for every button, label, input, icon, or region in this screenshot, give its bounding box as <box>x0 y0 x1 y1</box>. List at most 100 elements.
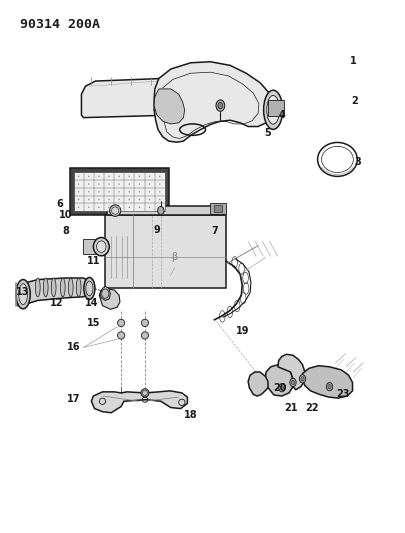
Ellipse shape <box>128 199 130 200</box>
Ellipse shape <box>159 175 160 177</box>
Ellipse shape <box>68 278 73 297</box>
Bar <box>211 203 226 214</box>
Bar <box>105 215 226 288</box>
Text: 9: 9 <box>153 225 160 235</box>
Ellipse shape <box>51 278 56 297</box>
Ellipse shape <box>60 278 65 297</box>
Ellipse shape <box>141 389 149 397</box>
Ellipse shape <box>78 191 79 192</box>
Ellipse shape <box>117 332 125 339</box>
Ellipse shape <box>290 378 296 386</box>
Polygon shape <box>303 366 352 398</box>
Bar <box>70 168 169 215</box>
Polygon shape <box>154 62 273 142</box>
Bar <box>214 205 222 212</box>
Ellipse shape <box>128 175 130 177</box>
Ellipse shape <box>78 199 79 200</box>
Ellipse shape <box>149 206 150 208</box>
Ellipse shape <box>88 191 90 192</box>
Bar <box>73 173 165 211</box>
Ellipse shape <box>292 381 294 384</box>
Bar <box>107 206 224 215</box>
Text: 16: 16 <box>67 343 80 352</box>
Ellipse shape <box>88 175 90 177</box>
Ellipse shape <box>128 206 130 208</box>
Text: 7: 7 <box>211 226 218 236</box>
Ellipse shape <box>98 175 100 177</box>
Polygon shape <box>92 391 188 413</box>
Ellipse shape <box>301 377 304 381</box>
Ellipse shape <box>108 191 110 192</box>
Ellipse shape <box>159 183 160 185</box>
Ellipse shape <box>139 199 140 200</box>
Text: 3: 3 <box>354 157 361 167</box>
Ellipse shape <box>118 175 120 177</box>
Ellipse shape <box>98 206 100 208</box>
Ellipse shape <box>149 175 150 177</box>
Ellipse shape <box>141 332 149 339</box>
Ellipse shape <box>159 206 160 208</box>
Ellipse shape <box>43 278 48 297</box>
Ellipse shape <box>76 278 81 297</box>
Ellipse shape <box>118 199 120 200</box>
Ellipse shape <box>216 100 225 111</box>
Ellipse shape <box>139 191 140 192</box>
Ellipse shape <box>108 175 110 177</box>
Polygon shape <box>154 89 185 124</box>
Text: 12: 12 <box>50 298 64 308</box>
Text: 18: 18 <box>184 410 197 421</box>
Text: 6: 6 <box>56 199 63 209</box>
Ellipse shape <box>118 183 120 185</box>
Ellipse shape <box>35 278 40 297</box>
Ellipse shape <box>149 191 150 192</box>
Text: 2: 2 <box>351 96 358 106</box>
Text: 14: 14 <box>85 298 98 308</box>
Ellipse shape <box>159 199 160 200</box>
Text: 11: 11 <box>87 256 100 266</box>
Ellipse shape <box>93 238 109 256</box>
Ellipse shape <box>16 280 30 309</box>
Ellipse shape <box>128 191 130 192</box>
Text: 4: 4 <box>279 110 285 120</box>
Ellipse shape <box>78 206 79 208</box>
Text: 21: 21 <box>284 402 297 413</box>
Text: 90314 200A: 90314 200A <box>20 19 100 31</box>
Ellipse shape <box>118 191 120 192</box>
Text: 1: 1 <box>350 56 357 66</box>
Ellipse shape <box>88 199 90 200</box>
Ellipse shape <box>108 199 110 200</box>
Ellipse shape <box>218 102 223 109</box>
Text: 19: 19 <box>235 326 249 336</box>
Polygon shape <box>248 372 268 396</box>
Text: 17: 17 <box>67 394 80 403</box>
Ellipse shape <box>159 191 160 192</box>
Polygon shape <box>99 288 120 309</box>
Ellipse shape <box>326 383 333 391</box>
Ellipse shape <box>78 175 79 177</box>
Ellipse shape <box>108 206 110 208</box>
Ellipse shape <box>139 183 140 185</box>
Text: 10: 10 <box>59 211 72 220</box>
Ellipse shape <box>264 90 283 130</box>
Ellipse shape <box>112 207 119 214</box>
Text: 8: 8 <box>62 226 69 236</box>
Text: 22: 22 <box>305 402 318 413</box>
Ellipse shape <box>118 206 120 208</box>
Ellipse shape <box>299 375 306 383</box>
Text: β: β <box>172 252 178 262</box>
Ellipse shape <box>279 384 285 392</box>
Bar <box>83 239 102 254</box>
Polygon shape <box>81 78 181 118</box>
Ellipse shape <box>139 206 140 208</box>
Ellipse shape <box>267 95 279 124</box>
Polygon shape <box>265 365 293 396</box>
Text: 5: 5 <box>264 128 271 138</box>
Ellipse shape <box>128 183 130 185</box>
Ellipse shape <box>158 206 164 215</box>
Bar <box>268 100 284 116</box>
Text: 20: 20 <box>273 383 287 393</box>
Ellipse shape <box>98 183 100 185</box>
Ellipse shape <box>88 183 90 185</box>
Ellipse shape <box>86 281 93 296</box>
Ellipse shape <box>149 199 150 200</box>
